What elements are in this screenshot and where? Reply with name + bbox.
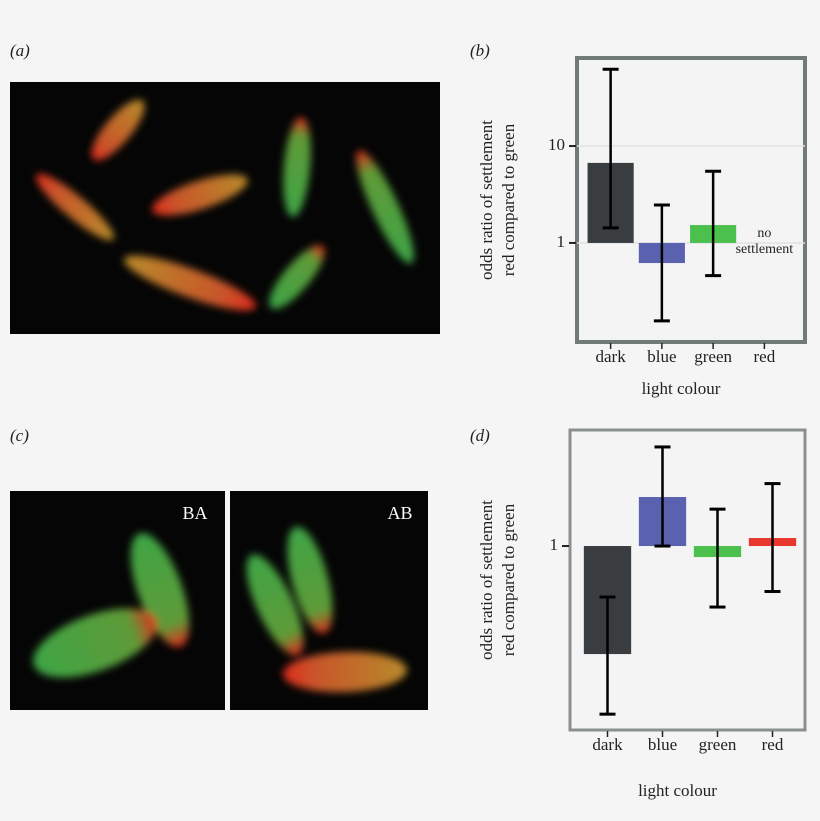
y-axis-label: red compared to green: [499, 123, 518, 276]
photo-a: [10, 82, 440, 334]
x-tick-label: green: [694, 347, 732, 366]
x-tick-label: dark: [592, 735, 623, 754]
x-axis-label: light colour: [638, 781, 717, 800]
x-tick-label: red: [754, 347, 776, 366]
x-axis-label: light colour: [642, 379, 721, 398]
panel-label: (d): [470, 426, 490, 445]
panel-label: (b): [470, 41, 490, 60]
panel-label: (c): [10, 426, 29, 445]
y-tick-label: 1: [550, 535, 559, 554]
x-tick-label: dark: [596, 347, 627, 366]
x-tick-label: blue: [648, 735, 677, 754]
plot-frame: [568, 428, 807, 732]
y-axis-label: odds ratio of settlement: [477, 500, 496, 660]
panel-label: (a): [10, 41, 30, 60]
photo-c: BA AB: [10, 491, 428, 710]
x-tick-label: blue: [647, 347, 676, 366]
y-tick-label: 1: [557, 232, 566, 251]
y-axis-label: odds ratio of settlement: [477, 120, 496, 280]
x-tick-label: green: [699, 735, 737, 754]
x-tick-label: red: [762, 735, 784, 754]
photo-label: AB: [387, 503, 412, 523]
y-axis-label: red compared to green: [499, 503, 518, 656]
annotation: settlement: [736, 242, 794, 257]
photo-label: BA: [182, 503, 207, 523]
y-tick-label: 10: [548, 135, 565, 154]
annotation: no: [757, 226, 771, 241]
